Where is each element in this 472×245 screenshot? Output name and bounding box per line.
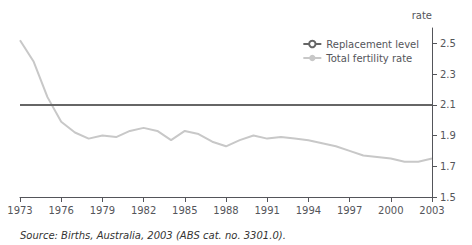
svg-text:1973: 1973 xyxy=(7,205,32,216)
svg-text:Total fertility rate: Total fertility rate xyxy=(325,53,412,64)
svg-text:2.5: 2.5 xyxy=(440,38,456,49)
svg-text:1979: 1979 xyxy=(90,205,115,216)
svg-text:rate: rate xyxy=(412,10,432,21)
svg-text:2003: 2003 xyxy=(419,205,444,216)
svg-text:1988: 1988 xyxy=(213,205,238,216)
svg-text:1991: 1991 xyxy=(254,205,279,216)
svg-text:Source: Births, Australia, 200: Source: Births, Australia, 2003 (ABS cat… xyxy=(20,230,286,241)
svg-text:1982: 1982 xyxy=(131,205,156,216)
svg-text:1994: 1994 xyxy=(296,205,321,216)
svg-text:1.7: 1.7 xyxy=(440,161,456,172)
svg-text:2.3: 2.3 xyxy=(440,69,456,80)
svg-text:1.5: 1.5 xyxy=(440,192,456,203)
svg-text:1997: 1997 xyxy=(337,205,362,216)
svg-text:1985: 1985 xyxy=(172,205,197,216)
svg-text:1.9: 1.9 xyxy=(440,130,456,141)
svg-text:2000: 2000 xyxy=(378,205,403,216)
svg-text:Replacement level: Replacement level xyxy=(326,39,419,50)
svg-text:1976: 1976 xyxy=(48,205,73,216)
svg-text:2.1: 2.1 xyxy=(440,99,456,110)
